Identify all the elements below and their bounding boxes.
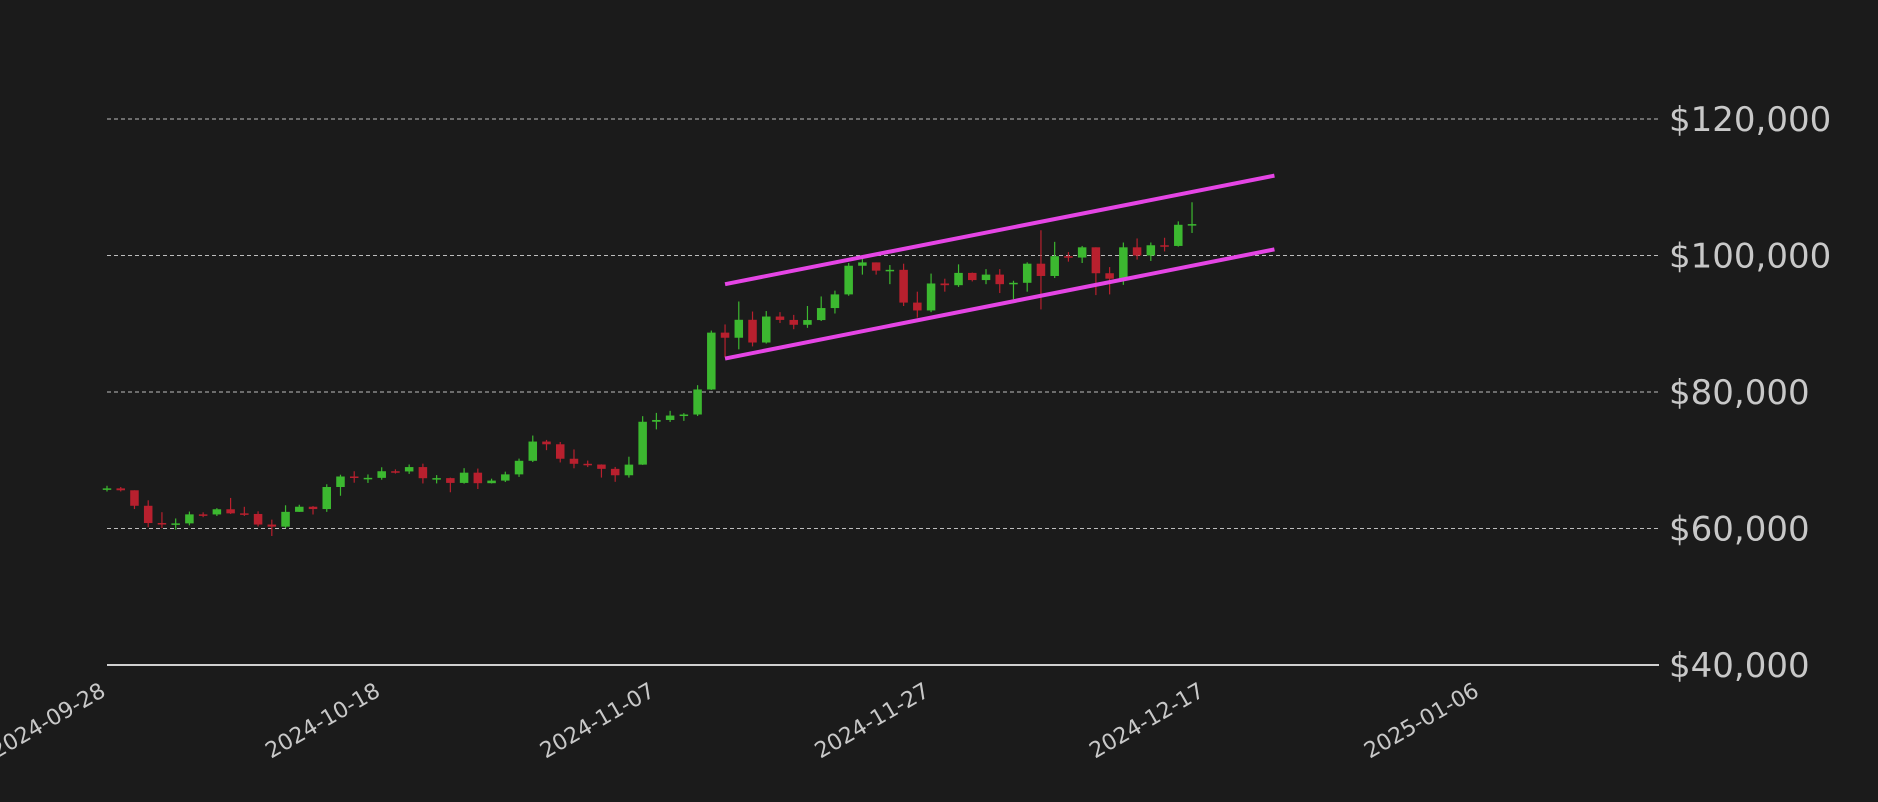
candle-body: [459, 472, 469, 483]
x-tick-label: 2024-11-27: [811, 679, 934, 765]
candle-body: [940, 283, 950, 286]
candle-body: [775, 316, 785, 320]
channel-line: [724, 247, 1275, 361]
candle-body: [171, 523, 180, 525]
candle-body: [116, 488, 125, 491]
candle-body: [734, 319, 744, 338]
candle-body: [143, 505, 153, 524]
candle-body: [707, 332, 716, 390]
candle-body: [1091, 247, 1101, 274]
candle-body: [1009, 282, 1018, 285]
candle-body: [1064, 256, 1073, 258]
candle-body: [624, 464, 634, 476]
candle-body: [1160, 245, 1169, 247]
candle-body: [803, 320, 812, 325]
candle-body: [610, 468, 620, 476]
candle-body: [569, 458, 579, 464]
candle-body: [542, 441, 551, 445]
candle-body: [349, 476, 359, 478]
candle-body: [1105, 273, 1114, 279]
y-tick-label: $40,000: [1669, 646, 1810, 686]
candle-body: [1050, 256, 1059, 276]
candle-body: [1036, 263, 1046, 276]
candle-body: [1022, 263, 1032, 283]
candle-body: [418, 467, 428, 479]
candle-body: [926, 283, 936, 311]
candle-body: [295, 506, 304, 512]
candle-body: [102, 488, 112, 490]
candle-body: [761, 316, 771, 343]
candle-body: [487, 480, 496, 484]
candle-body: [597, 464, 606, 469]
candle-body: [954, 272, 963, 286]
candle-body: [336, 476, 345, 488]
candle-body: [968, 272, 977, 281]
candle-body: [253, 513, 263, 525]
candle-body: [446, 478, 455, 483]
x-tick-label: 2024-10-18: [261, 679, 384, 765]
channel-line: [724, 173, 1275, 287]
candle-body: [157, 523, 167, 525]
x-tick-label: 2024-12-17: [1086, 679, 1209, 765]
candle-body: [665, 415, 675, 420]
candle-body: [226, 509, 235, 514]
candle-body: [130, 490, 139, 506]
candle-body: [995, 274, 1005, 285]
y-tick-label: $80,000: [1669, 373, 1810, 413]
candle-body: [1119, 247, 1128, 279]
candle-body: [748, 319, 757, 343]
candle-body: [281, 511, 290, 527]
candle-body: [1077, 247, 1087, 258]
candle-body: [432, 478, 441, 480]
y-tick-label: $120,000: [1669, 100, 1831, 140]
candle-body: [844, 265, 853, 295]
candle-body: [267, 524, 277, 527]
y-tick-label: $100,000: [1669, 237, 1831, 277]
candle-body: [555, 444, 565, 459]
candle-body: [185, 514, 194, 524]
candle-body: [528, 441, 538, 461]
candle-body: [501, 474, 510, 481]
candle-body: [473, 472, 483, 484]
candle-body: [322, 487, 332, 510]
x-tick-label: 2024-09-28: [0, 679, 110, 765]
candle-body: [583, 463, 592, 466]
candle-body: [816, 308, 826, 321]
candle-body: [198, 514, 208, 516]
candle-body: [308, 506, 318, 510]
candle-body: [363, 477, 373, 480]
candle-body: [1146, 245, 1156, 256]
candle-body: [858, 262, 867, 266]
candle-body: [240, 513, 249, 515]
candle-body: [981, 274, 991, 281]
candle-body: [652, 419, 661, 422]
candle-body: [212, 509, 222, 515]
candle-body: [913, 302, 922, 311]
candle-body: [514, 460, 524, 475]
candle-body: [789, 319, 798, 325]
candle-body: [404, 467, 414, 472]
y-tick-label: $60,000: [1669, 510, 1810, 550]
x-tick-label: 2024-11-07: [536, 679, 659, 765]
x-tick-label: 2025-01-06: [1360, 679, 1483, 765]
candle-body: [871, 262, 881, 271]
candle-body: [1132, 247, 1142, 256]
candle-body: [885, 269, 895, 272]
candle-body: [1187, 224, 1197, 226]
candle-body: [638, 421, 647, 465]
candle-body: [391, 471, 400, 473]
candle-body: [899, 269, 908, 303]
candle-body: [679, 414, 689, 417]
candle-body: [1174, 224, 1183, 246]
candle-body: [720, 332, 730, 338]
candle-body: [377, 471, 386, 478]
candle-body: [830, 294, 840, 309]
candle-body: [693, 389, 702, 415]
